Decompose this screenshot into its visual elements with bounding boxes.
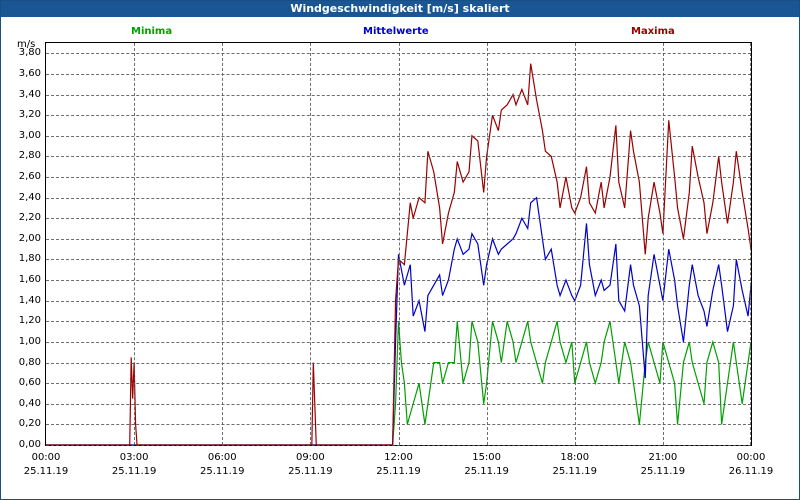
y-axis-tick-label: 2,80 [18,150,41,162]
y-axis-tick-label: 3,40 [18,88,41,100]
x-axis-tick: 00:00 26.11.19 [721,452,781,477]
gridline-vertical [486,43,488,445]
y-axis-tick-label: 1,60 [18,274,41,286]
x-axis-tick-time: 06:00 [207,452,237,463]
gridline-vertical [750,43,751,445]
legend-item-maxima: Maxima [631,26,675,37]
y-axis-tick-label: 1,40 [18,294,41,306]
gridline-vertical [662,43,664,445]
x-axis-tick-time: 18:00 [560,452,590,463]
y-axis-tick-label: 2,60 [18,171,41,182]
x-axis-tick: 03:00 25.11.19 [104,452,164,477]
x-axis-tick: 15:00 25.11.19 [457,452,517,477]
gridline-vertical [134,43,136,445]
x-axis-tick-date: 25.11.19 [23,466,69,477]
x-axis-tick: 09:00 25.11.19 [280,452,340,477]
x-axis-tick: 06:00 25.11.19 [192,452,252,477]
window-title-bar: Windgeschwindigkeit [m/s] skaliert [1,1,799,17]
legend-item-minima: Minima [131,26,173,37]
series-line-mittelwerte [46,196,751,445]
x-axis-tick-time: 00:00 [31,452,61,463]
gridline-vertical [398,43,400,445]
y-axis-tick-label: 0,20 [18,418,41,430]
y-axis-tick-label: 3,80 [18,47,41,59]
y-axis-tick-label: 3,00 [18,129,41,141]
x-axis-tick-date: 26.11.19 [728,466,774,477]
y-axis-tick-label: 0,00 [18,439,41,450]
x-axis-tick-time: 15:00 [472,452,502,463]
y-axis-tick-label: 0,60 [18,377,41,389]
y-axis-tick-label: 1,80 [18,253,41,265]
x-axis-tick-time: 00:00 [736,452,766,463]
x-axis-tick-date: 25.11.19 [552,466,598,477]
gridline-horizontal [46,445,751,446]
x-axis-tick-date: 25.11.19 [376,466,421,477]
x-axis-tick-date: 25.11.19 [199,466,245,477]
x-axis-tick-date: 25.11.19 [640,466,686,477]
gridline-vertical [222,43,224,445]
x-axis-tick-date: 25.11.19 [288,466,333,477]
y-axis-tick-label: 0,40 [18,397,41,409]
y-axis-tick-label: 3,20 [18,109,41,121]
y-axis-tick-label: 1,00 [18,335,41,347]
y-axis-tick-label: 0,80 [18,356,41,368]
y-axis-tick-label: 2,00 [18,232,41,244]
x-axis-tick: 12:00 25.11.19 [369,452,429,477]
x-axis-tick-time: 09:00 [295,452,325,463]
y-axis-tick-label: 1,20 [18,315,41,327]
x-axis-tick-time: 12:00 [384,452,413,463]
x-axis-tick: 21:00 25.11.19 [633,452,693,477]
x-axis-tick-date: 25.11.19 [111,466,157,477]
y-axis-tick-label: 2,40 [18,191,41,203]
x-axis-tick: 18:00 25.11.19 [545,452,605,477]
y-axis-unit-label: m/s [17,39,36,50]
x-axis-tick-time: 21:00 [648,452,678,463]
gridline-vertical [310,43,312,445]
plot-area [45,42,752,446]
gridline-vertical [574,43,576,445]
x-axis-tick-time: 03:00 [119,452,149,463]
x-axis-tick-date: 25.11.19 [464,466,509,477]
window-title: Windgeschwindigkeit [m/s] skaliert [290,2,510,15]
x-axis-tick: 00:00 25.11.19 [16,452,76,477]
series-line-maxima [46,63,751,445]
legend-item-mittelwerte: Mittelwerte [363,26,429,37]
y-axis-tick-label: 3,60 [18,67,41,79]
y-axis-tick-label: 2,20 [18,212,41,224]
